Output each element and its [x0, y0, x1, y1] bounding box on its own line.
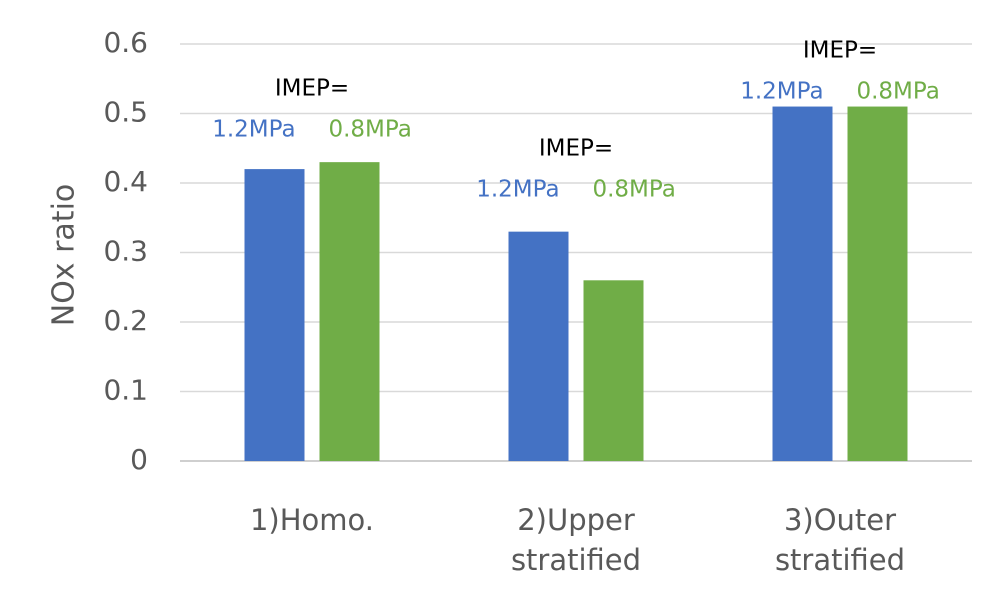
y-tick-label: 0.6 — [103, 26, 148, 59]
bar — [772, 106, 833, 462]
bar — [244, 169, 305, 461]
x-tick-label: 2)Upper stratified — [510, 503, 642, 577]
series-label: 1.2MPa — [212, 117, 295, 143]
series-label: 1.2MPa — [476, 177, 559, 203]
x-tick-label: 1)Homo. — [249, 503, 374, 537]
y-tick-label: 0 — [130, 443, 148, 476]
y-tick-label: 0.3 — [103, 235, 148, 268]
bar — [583, 280, 644, 461]
series-label: 0.8MPa — [856, 79, 939, 105]
bar — [508, 231, 569, 461]
series-label: 0.8MPa — [328, 117, 411, 143]
annotation: IMEP= — [539, 136, 613, 162]
annotation: IMEP= — [803, 38, 877, 64]
y-tick-label: 0.4 — [103, 165, 148, 198]
y-tick-label: 0.2 — [103, 304, 148, 337]
bar — [847, 106, 908, 462]
y-tick-label: 0.1 — [103, 374, 148, 407]
series-label: 1.2MPa — [740, 79, 823, 105]
series-label: 0.8MPa — [592, 177, 675, 203]
annotation: IMEP= — [275, 76, 349, 102]
bar — [319, 162, 380, 461]
y-tick-label: 0.5 — [103, 96, 148, 129]
y-axis-title: NOx ratio — [47, 184, 82, 327]
x-tick-label: 3)Outer stratified — [774, 503, 906, 577]
